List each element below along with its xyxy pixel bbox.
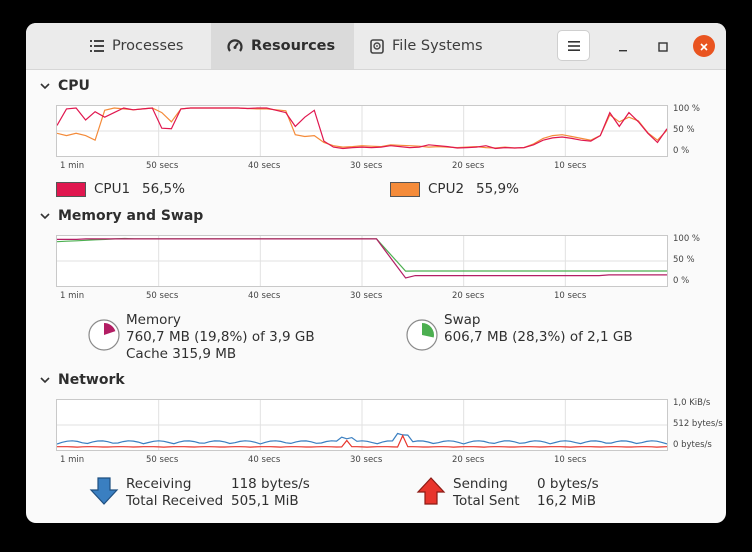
x-tick-label: 10 secs bbox=[554, 455, 587, 465]
x-tick-label: 20 secs bbox=[452, 161, 485, 171]
cpu2-legend: CPU2 55,9% bbox=[390, 181, 519, 197]
y-tick-label: 0 % bbox=[673, 146, 690, 156]
cpu1-value: 56,5% bbox=[142, 181, 185, 197]
network-section-header[interactable]: Network bbox=[40, 372, 125, 388]
x-tick-label: 30 secs bbox=[350, 455, 383, 465]
cpu2-label: CPU2 bbox=[428, 181, 465, 197]
memory-value: 760,7 MB (19,8%) of 3,9 GB bbox=[126, 329, 315, 345]
sending-arrow-icon[interactable] bbox=[416, 476, 446, 506]
y-tick-label: 100 % bbox=[673, 104, 701, 114]
cpu1-color-button[interactable] bbox=[56, 181, 86, 197]
x-tick-label: 20 secs bbox=[452, 291, 485, 301]
memory-section-title: Memory and Swap bbox=[58, 208, 204, 224]
cpu2-value: 55,9% bbox=[476, 181, 519, 197]
menu-icon bbox=[567, 36, 580, 55]
cpu1-series-line bbox=[57, 107, 667, 150]
cpu2-color-button[interactable] bbox=[390, 181, 420, 197]
x-tick-label: 40 secs bbox=[248, 455, 281, 465]
tab-resources[interactable]: Resources bbox=[211, 23, 354, 69]
x-tick-label: 10 secs bbox=[554, 291, 587, 301]
minimize-icon bbox=[618, 37, 628, 56]
swap-info: Swap 606,7 MB (28,3%) of 2,1 GB bbox=[444, 312, 633, 346]
cpu1-legend: CPU1 56,5% bbox=[56, 181, 185, 197]
memory-x-axis: 1 min 50 secs 40 secs 30 secs 20 secs 10… bbox=[56, 291, 668, 303]
x-tick-label: 10 secs bbox=[554, 161, 587, 171]
list-icon bbox=[90, 40, 104, 52]
header-bar: Processes Resources File Systems bbox=[26, 23, 726, 70]
system-monitor-window: Processes Resources File Systems bbox=[26, 23, 726, 523]
cpu-x-axis: 1 min 50 secs 40 secs 30 secs 20 secs 10… bbox=[56, 161, 668, 173]
total-sent-label: Total Sent bbox=[453, 493, 520, 509]
network-graph bbox=[56, 399, 668, 451]
total-sent-value: 16,2 MiB bbox=[537, 493, 597, 509]
menu-button[interactable] bbox=[557, 30, 590, 61]
memory-info: Memory 760,7 MB (19,8%) of 3,9 GB Cache … bbox=[126, 312, 315, 363]
tab-label: File Systems bbox=[392, 38, 483, 54]
network-x-axis: 1 min 50 secs 40 secs 30 secs 20 secs 10… bbox=[56, 455, 668, 467]
y-tick-label: 0 bytes/s bbox=[673, 440, 712, 450]
x-tick-label: 40 secs bbox=[248, 291, 281, 301]
swap-pie-icon[interactable] bbox=[406, 319, 438, 351]
y-tick-label: 100 % bbox=[673, 234, 701, 244]
swap-label: Swap bbox=[444, 312, 481, 328]
maximize-button[interactable] bbox=[652, 35, 674, 57]
x-tick-label: 40 secs bbox=[248, 161, 281, 171]
memory-series-line bbox=[57, 238, 667, 279]
x-tick-label: 1 min bbox=[60, 161, 85, 171]
cpu-section-title: CPU bbox=[58, 78, 90, 94]
total-received-value: 505,1 MiB bbox=[231, 493, 299, 509]
y-tick-label: 0 % bbox=[673, 276, 690, 286]
x-tick-label: 30 secs bbox=[350, 161, 383, 171]
chevron-down-icon bbox=[40, 208, 50, 224]
receiving-info: Receiving 118 bytes/s Total Received 505,1… bbox=[126, 476, 310, 510]
cpu-graph bbox=[56, 105, 668, 157]
chevron-down-icon bbox=[40, 78, 50, 94]
receiving-label: Receiving bbox=[126, 476, 192, 492]
tab-processes[interactable]: Processes bbox=[74, 23, 211, 69]
x-tick-label: 20 secs bbox=[452, 455, 485, 465]
tab-label: Resources bbox=[251, 38, 336, 54]
y-tick-label: 512 bytes/s bbox=[673, 419, 723, 429]
x-tick-label: 1 min bbox=[60, 291, 85, 301]
memory-pie-icon[interactable] bbox=[88, 319, 120, 351]
network-section-title: Network bbox=[58, 372, 125, 388]
cpu-section-header[interactable]: CPU bbox=[40, 78, 90, 94]
gauge-icon bbox=[227, 39, 243, 53]
total-received-label: Total Received bbox=[126, 493, 224, 509]
minimize-button[interactable] bbox=[612, 35, 634, 57]
memory-label: Memory bbox=[126, 312, 181, 328]
y-tick-label: 50 % bbox=[673, 125, 695, 135]
y-tick-label: 1,0 KiB/s bbox=[673, 398, 711, 408]
memory-section-header[interactable]: Memory and Swap bbox=[40, 208, 203, 224]
tab-label: Processes bbox=[112, 38, 184, 54]
swap-value: 606,7 MB (28,3%) of 2,1 GB bbox=[444, 329, 633, 345]
y-tick-label: 50 % bbox=[673, 255, 695, 265]
x-tick-label: 50 secs bbox=[146, 455, 179, 465]
memory-graph bbox=[56, 235, 668, 287]
x-tick-label: 30 secs bbox=[350, 291, 383, 301]
disk-icon bbox=[370, 38, 384, 54]
receiving-series-line bbox=[57, 432, 667, 445]
cpu1-label: CPU1 bbox=[94, 181, 131, 197]
x-tick-label: 50 secs bbox=[146, 291, 179, 301]
tab-file-systems[interactable]: File Systems bbox=[354, 23, 514, 69]
maximize-icon bbox=[658, 37, 668, 56]
x-tick-label: 50 secs bbox=[146, 161, 179, 171]
close-button[interactable] bbox=[693, 35, 715, 57]
receiving-value: 118 bytes/s bbox=[231, 476, 310, 492]
close-icon bbox=[699, 37, 709, 56]
sending-value: 0 bytes/s bbox=[537, 476, 599, 492]
cache-value: Cache 315,9 MB bbox=[126, 346, 237, 362]
sending-series-line bbox=[57, 434, 667, 448]
x-tick-label: 1 min bbox=[60, 455, 85, 465]
cpu2-series-line bbox=[57, 107, 667, 149]
receiving-arrow-icon[interactable] bbox=[89, 476, 119, 506]
sending-info: Sending 0 bytes/s Total Sent 16,2 MiB bbox=[453, 476, 599, 510]
chevron-down-icon bbox=[40, 372, 50, 388]
sending-label: Sending bbox=[453, 476, 508, 492]
